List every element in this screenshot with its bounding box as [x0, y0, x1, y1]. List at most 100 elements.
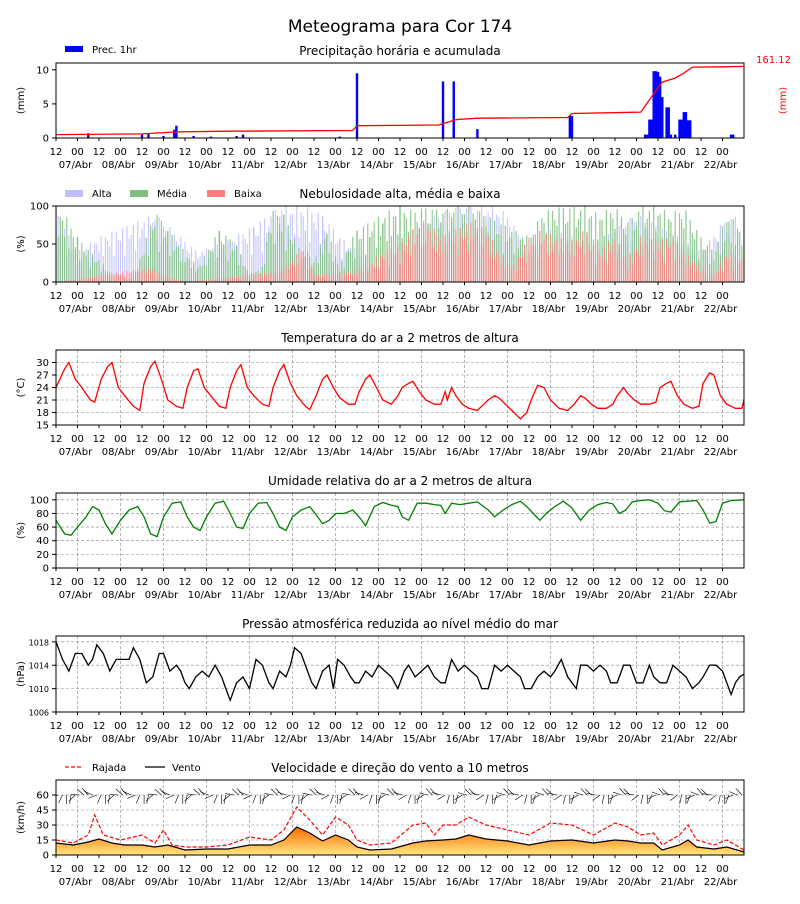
precip-bar [653, 71, 655, 138]
wind-dir-arrow [330, 795, 333, 804]
cloud-low-bar [455, 230, 456, 282]
cloud-low-bar [92, 278, 93, 282]
cloud-low-bar [126, 271, 127, 282]
cloud-mid-bar [197, 268, 198, 282]
x-hour-label: 00 [587, 434, 600, 445]
x-hour-label: 00 [243, 434, 256, 445]
wind-dir-arrow [632, 795, 639, 800]
y-axis-label-right: (mm) [778, 87, 789, 114]
x-hour-label: 00 [501, 577, 514, 588]
cloud-low-bar [526, 262, 527, 282]
x-hour-label: 00 [630, 864, 643, 875]
cloud-low-bar [518, 257, 519, 282]
wind-dir-arrow [116, 789, 123, 795]
cloud-low-bar [232, 277, 233, 282]
cloud-low-bar [541, 243, 542, 282]
wind-dir-arrow [107, 795, 114, 801]
wind-dir-arrow [687, 795, 690, 803]
x-day-label: 22/Abr [704, 590, 738, 601]
cloud-mid-bar [210, 250, 211, 282]
x-day-label: 11/Abr [231, 160, 265, 171]
cloud-low-bar [313, 276, 314, 282]
x-day-label: 07/Abr [59, 304, 93, 315]
cloud-low-bar [266, 275, 267, 282]
x-hour-label: 00 [157, 864, 170, 875]
cloud-low-bar [161, 277, 162, 282]
cloud-low-bar [728, 260, 729, 282]
precip-bar [655, 71, 657, 138]
x-hour-label: 00 [157, 577, 170, 588]
cloud-low-bar [141, 270, 142, 282]
wind-dir-arrow [185, 795, 192, 801]
grid [56, 636, 744, 712]
cloud-low-bar [485, 236, 486, 282]
x-day-label: 20/Abr [618, 160, 652, 171]
cloud-low-bar [627, 268, 628, 282]
x-day-label: 21/Abr [661, 304, 695, 315]
cloud-mid-bar [64, 237, 65, 282]
cloud-low-bar [608, 243, 609, 282]
x-day-label: 20/Abr [618, 590, 652, 601]
cloud-low-bar [715, 272, 716, 282]
y-tick-label: 30 [36, 358, 49, 369]
x-hour-label: 12 [93, 291, 106, 302]
x-hour-label: 12 [695, 721, 708, 732]
cloud-low-bar [602, 255, 603, 282]
x-hour-label: 12 [308, 577, 321, 588]
cloud-low-bar [498, 255, 499, 282]
cloud-low-bar [341, 277, 342, 282]
x-hour-label: 00 [329, 577, 342, 588]
x-hour-label: 00 [372, 147, 385, 158]
cloud-low-bar [378, 268, 379, 282]
wind-dir-arrow [726, 795, 729, 803]
plot-area [56, 500, 744, 537]
x-day-label: 10/Abr [188, 447, 222, 458]
x-hour-label: 12 [179, 291, 192, 302]
x-hour-label: 00 [329, 291, 342, 302]
x-hour-label: 12 [394, 577, 407, 588]
cloud-low-bar [571, 240, 572, 282]
wind-dir-arrow [244, 795, 252, 799]
x-day-label: 22/Abr [704, 304, 738, 315]
x-day-label: 20/Abr [618, 734, 652, 745]
cloud-low-bar [741, 259, 742, 282]
x-hour-label: 00 [544, 577, 557, 588]
cloud-low-bar [322, 274, 323, 282]
x-day-label: 12/Abr [274, 590, 308, 601]
cloud-low-bar [636, 248, 637, 282]
wind-dir-arrow [88, 795, 96, 798]
x-hour-label: 12 [480, 721, 493, 732]
x-hour-label: 00 [372, 577, 385, 588]
cloud-low-bar [324, 275, 325, 282]
x-day-label: 08/Abr [102, 304, 136, 315]
cloud-low-bar [356, 275, 357, 282]
x-day-label: 10/Abr [188, 877, 222, 888]
cloud-low-bar [331, 278, 332, 282]
cloud-low-bar [724, 257, 725, 282]
y-tick-label: 60 [36, 791, 49, 802]
cloud-mid-bar [326, 234, 327, 282]
x-hour-label: 12 [652, 147, 665, 158]
wind-dir-arrow [146, 795, 153, 801]
x-hour-label: 12 [609, 577, 622, 588]
cloud-low-bar [296, 254, 297, 282]
cloud-low-bar [445, 235, 446, 282]
cloud-mid-bar [92, 254, 93, 282]
precip-bar [453, 128, 455, 138]
wind-dir-arrow [697, 788, 703, 795]
plot-area [50, 788, 744, 855]
x-hour-label: 12 [652, 577, 665, 588]
x-day-label: 21/Abr [661, 160, 695, 171]
wind-dir-arrow [166, 795, 174, 799]
cloud-low-bar [617, 259, 618, 282]
x-hour-label: 00 [630, 577, 643, 588]
x-day-label: 12/Abr [274, 734, 308, 745]
cloud-low-bar [531, 246, 532, 282]
legend-label: Média [157, 188, 187, 200]
cloud-low-bar [567, 244, 568, 282]
cloud-low-bar [131, 272, 132, 282]
cloud-low-bar [156, 275, 157, 282]
x-day-label: 16/Abr [446, 877, 480, 888]
cloud-low-bar [262, 278, 263, 282]
cloud-low-bar [690, 266, 691, 282]
